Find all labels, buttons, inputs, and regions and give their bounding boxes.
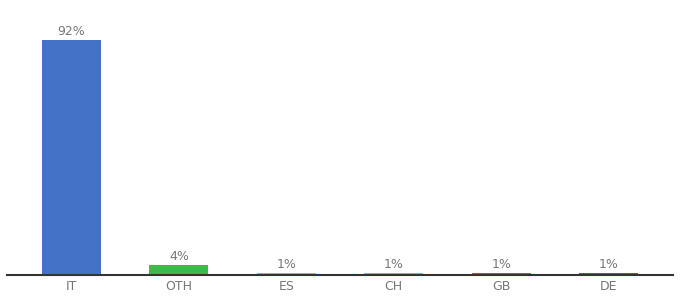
- Bar: [42, 40, 101, 275]
- Bar: [579, 273, 638, 275]
- Bar: [150, 265, 208, 275]
- Text: 1%: 1%: [598, 258, 619, 271]
- Text: 92%: 92%: [58, 25, 85, 38]
- Text: 1%: 1%: [491, 258, 511, 271]
- Bar: [364, 273, 423, 275]
- Text: 1%: 1%: [384, 258, 404, 271]
- Bar: [472, 273, 530, 275]
- Text: 1%: 1%: [276, 258, 296, 271]
- Text: 4%: 4%: [169, 250, 189, 263]
- Bar: [257, 273, 316, 275]
